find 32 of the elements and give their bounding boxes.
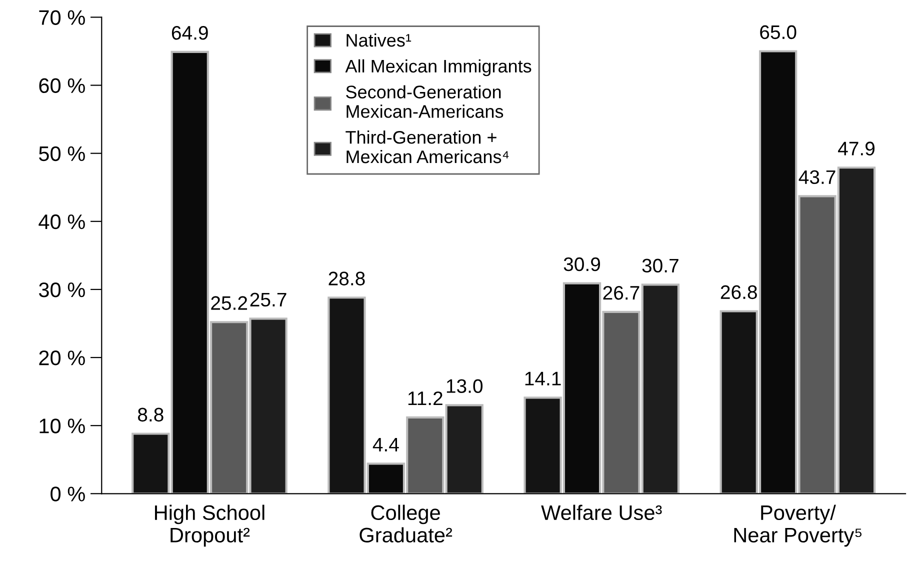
y-tick-label: 70 % [39, 10, 85, 25]
x-tick-label: High School Dropout² [155, 504, 264, 547]
y-tick-label: 50 % [39, 146, 85, 162]
data-label: 43.7 [798, 170, 836, 184]
data-label: 64.9 [172, 26, 208, 40]
y-tick-label: 20 % [39, 350, 85, 366]
legend-label: Natives¹ [346, 33, 412, 47]
data-label: 26.8 [720, 285, 757, 300]
data-label: 26.7 [603, 286, 640, 300]
data-label: 25.2 [211, 296, 248, 310]
data-label: 11.2 [408, 391, 442, 406]
y-tick-label: 40 % [38, 214, 85, 230]
y-tick-label: 10 % [40, 418, 85, 434]
x-tick-label: Welfare Use³ [541, 504, 662, 520]
data-label: 28.8 [328, 272, 365, 286]
data-label: 65.0 [760, 25, 796, 40]
legend-label: Second-Generation Mexican-Americans [346, 85, 504, 118]
data-label: 13.0 [446, 379, 483, 393]
x-tick-label: Poverty/ Near Poverty⁵ [734, 504, 862, 547]
data-label: 30.9 [564, 257, 600, 272]
legend-label: All Mexican Immigrants [345, 59, 532, 76]
y-tick-label: 0 % [50, 486, 85, 502]
y-tick-label: 30 % [38, 282, 85, 298]
data-label: 4.4 [372, 438, 399, 452]
data-label: 8.8 [138, 408, 164, 422]
data-label: 47.9 [838, 142, 875, 156]
x-tick-label: College Graduate² [360, 504, 452, 542]
y-tick-label: 60 % [39, 78, 85, 94]
data-label: 14.1 [525, 372, 561, 386]
data-label: 30.7 [642, 258, 678, 273]
data-label: 25.7 [250, 292, 286, 307]
legend-label: Third-Generation + Mexican Americans⁴ [346, 130, 509, 164]
